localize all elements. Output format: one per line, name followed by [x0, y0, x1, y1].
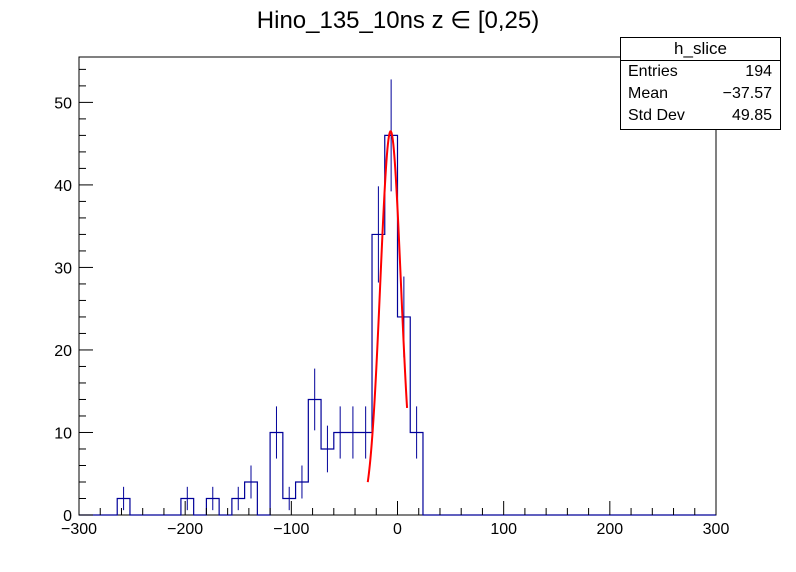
stats-box: h_slice Entries 194 Mean −37.57 Std Dev …: [620, 37, 781, 130]
stats-row-stddev: Std Dev 49.85: [621, 105, 780, 127]
y-tick-label: 10: [54, 425, 72, 442]
stats-box-title: h_slice: [621, 38, 780, 61]
stats-value: 49.85: [731, 107, 772, 124]
x-tick-label: 200: [596, 521, 623, 538]
stats-value: −37.57: [722, 85, 772, 102]
fit-curve: [366, 130, 409, 483]
stats-label: Mean: [628, 85, 669, 102]
stats-label: Std Dev: [628, 107, 685, 124]
y-tick-label: 0: [63, 508, 72, 525]
x-tick-label: −200: [167, 521, 203, 538]
y-tick-label: 20: [54, 343, 72, 360]
y-tick-label: 50: [54, 95, 72, 112]
x-tick-label: −300: [61, 521, 97, 538]
stats-value: 194: [745, 63, 772, 80]
x-tick-label: 0: [393, 521, 402, 538]
x-tick-label: 100: [490, 521, 517, 538]
x-tick-label: −100: [273, 521, 309, 538]
stats-row-mean: Mean −37.57: [621, 83, 780, 105]
y-tick-label: 30: [54, 260, 72, 277]
x-tick-label: 300: [703, 521, 730, 538]
y-tick-label: 40: [54, 178, 72, 195]
stats-label: Entries: [628, 63, 678, 80]
plot-title: Hino_135_10ns z ∈ [0,25): [256, 7, 540, 34]
stats-row-entries: Entries 194: [621, 61, 780, 83]
histogram-bin: [385, 135, 398, 515]
